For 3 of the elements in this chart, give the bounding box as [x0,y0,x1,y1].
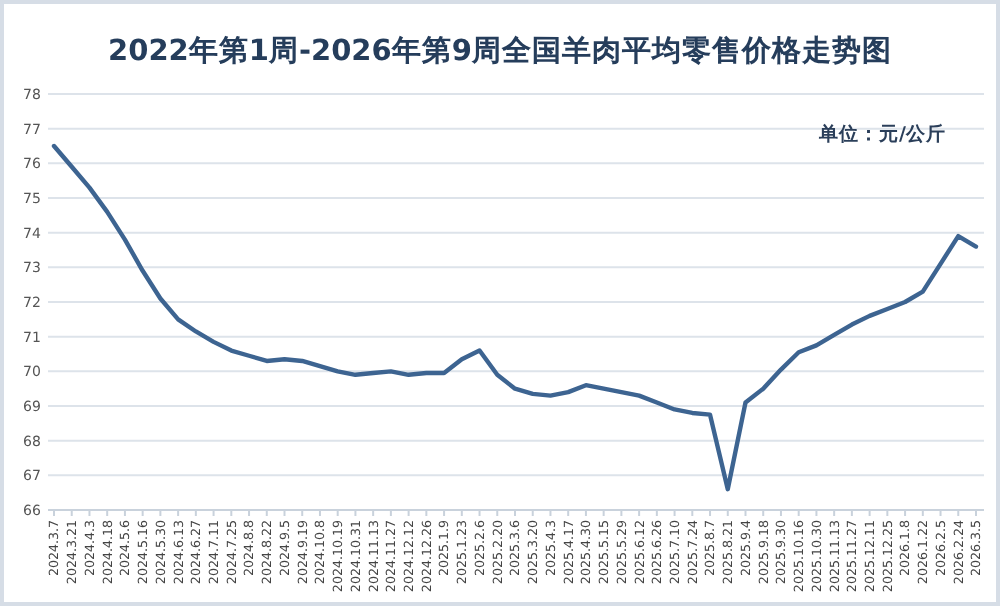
line-series [51,143,979,492]
chart-title: 2022年第1周-2026年第9周全国羊肉平均零售价格走势图 [108,34,892,68]
annotation: 单位：元/公斤 [817,122,946,146]
